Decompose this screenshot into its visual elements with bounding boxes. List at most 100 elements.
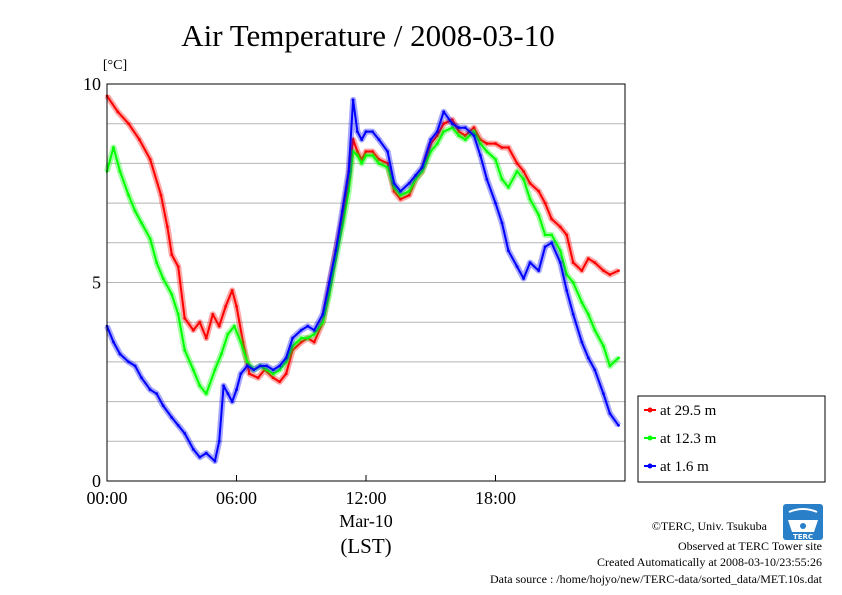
data-point: [386, 150, 389, 153]
data-point: [204, 392, 208, 396]
data-point: [140, 376, 143, 380]
x-axis-timezone-label: (LST): [340, 534, 391, 558]
data-point: [494, 201, 497, 205]
data-point: [140, 221, 143, 225]
data-point: [265, 364, 269, 368]
data-point: [133, 209, 137, 213]
data-point: [442, 130, 446, 134]
data-point: [198, 320, 202, 324]
data-point: [312, 328, 316, 332]
data-point: [351, 150, 355, 153]
data-point: [312, 332, 316, 336]
data-point: [155, 261, 159, 265]
data-point: [414, 177, 418, 181]
data-point: [219, 352, 223, 356]
data-point: [258, 364, 262, 368]
data-point: [291, 344, 295, 348]
data-point: [550, 241, 554, 245]
data-point: [327, 281, 331, 284]
data-point: [217, 439, 221, 443]
data-point: [580, 300, 584, 304]
legend-marker: [647, 463, 653, 469]
data-point: [299, 336, 303, 340]
data-point: [271, 372, 275, 376]
x-tick-label: 06:00: [216, 488, 257, 508]
data-point: [617, 424, 620, 427]
data-point: [291, 336, 295, 340]
data-point: [435, 134, 439, 138]
data-point: [371, 130, 374, 134]
footer-source: Data source : /home/hojyo/new/TERC-data/…: [490, 572, 823, 586]
data-point: [450, 122, 454, 126]
data-point: [472, 134, 476, 138]
data-point: [478, 142, 482, 145]
data-point: [235, 304, 238, 308]
data-point: [472, 126, 476, 130]
data-point: [485, 142, 489, 145]
data-point: [176, 265, 180, 269]
data-point: [420, 165, 424, 169]
data-point: [507, 249, 510, 253]
legend-marker: [647, 435, 653, 441]
y-tick-label: 0: [92, 471, 101, 491]
data-point: [321, 320, 325, 324]
legend-label: at 29.5 m: [660, 403, 717, 419]
data-point: [558, 225, 562, 229]
data-point: [608, 273, 612, 276]
data-point: [161, 277, 165, 280]
data-point: [457, 134, 461, 138]
data-point: [442, 110, 446, 114]
data-point: [127, 193, 130, 197]
data-point: [239, 372, 243, 376]
data-point: [198, 455, 202, 459]
data-point: [148, 158, 152, 161]
data-point: [148, 237, 152, 241]
data-point: [571, 261, 575, 265]
data-point: [360, 162, 364, 165]
data-point: [485, 177, 489, 181]
data-point: [565, 273, 569, 276]
data-point: [377, 138, 381, 141]
data-point: [586, 356, 590, 360]
data-point: [155, 392, 159, 396]
footer-copyright: ©TERC, Univ. Tsukuba: [652, 519, 768, 533]
data-point: [450, 118, 454, 122]
data-point: [550, 233, 554, 237]
data-point: [571, 312, 575, 316]
data-point: [364, 154, 368, 157]
data-point: [463, 126, 467, 130]
data-point: [213, 459, 217, 463]
data-point: [407, 189, 411, 193]
data-point: [377, 158, 381, 161]
data-point: [252, 368, 256, 372]
data-point: [278, 364, 282, 368]
data-point: [306, 336, 310, 340]
data-point: [515, 162, 519, 165]
data-point: [239, 340, 243, 344]
data-point: [602, 269, 605, 272]
data-point: [507, 185, 510, 189]
data-point: [321, 312, 325, 316]
data-point: [392, 189, 396, 193]
data-point: [347, 169, 351, 173]
data-point: [217, 324, 221, 328]
data-point: [159, 193, 163, 197]
data-point: [420, 169, 424, 173]
terc-logo: TERC: [783, 504, 823, 541]
data-point: [312, 340, 316, 344]
data-point: [515, 169, 519, 173]
chart-title: Air Temperature / 2008-03-10: [181, 18, 554, 53]
data-point: [543, 233, 547, 237]
data-point: [284, 356, 288, 360]
data-point: [299, 340, 303, 344]
data-point: [494, 142, 497, 145]
footer-site: Observed at TERC Tower site: [678, 539, 822, 553]
y-axis-unit: [°C]: [103, 58, 127, 73]
data-point: [528, 197, 532, 201]
data-point: [429, 150, 433, 153]
data-point: [414, 173, 418, 177]
data-point: [271, 368, 275, 372]
data-point: [507, 146, 510, 149]
data-point: [340, 225, 344, 229]
data-point: [334, 249, 338, 253]
